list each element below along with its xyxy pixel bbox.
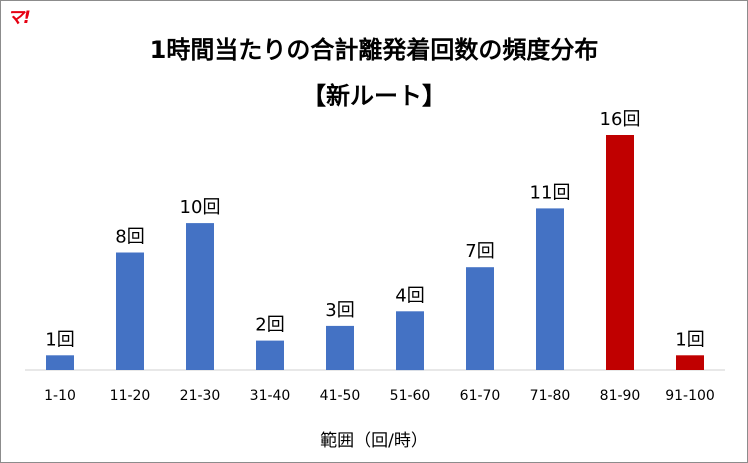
bar-51-60 <box>396 311 424 371</box>
data-label-91-100: 1回 <box>675 329 704 350</box>
data-label-51-60: 4回 <box>395 285 424 306</box>
x-tick-label-91-100: 91-100 <box>665 388 715 404</box>
bar-31-40 <box>256 340 284 370</box>
x-tick-label-21-30: 21-30 <box>180 388 221 404</box>
x-tick-label-41-50: 41-50 <box>320 388 361 404</box>
x-tick-label-11-20: 11-20 <box>110 388 151 404</box>
data-label-61-70: 7回 <box>465 241 494 262</box>
bar-81-90 <box>606 135 634 370</box>
data-label-21-30: 10回 <box>180 197 221 218</box>
data-label-41-50: 3回 <box>325 300 354 321</box>
x-tick-label-51-60: 51-60 <box>390 388 431 404</box>
bar-91-100 <box>676 355 704 370</box>
bar-61-70 <box>466 267 494 370</box>
chart-subtitle: 【新ルート】 <box>302 82 446 110</box>
chart-title: 1時間当たりの合計離発着回数の頻度分布 <box>149 36 599 64</box>
bar-11-20 <box>116 252 144 370</box>
x-tick-label-1-10: 1-10 <box>44 388 76 404</box>
data-label-1-10: 1回 <box>45 329 74 350</box>
x-axis-label: 範囲（回/時） <box>320 431 428 451</box>
bar-21-30 <box>186 223 214 370</box>
bar-71-80 <box>536 208 564 370</box>
x-tick-label-71-80: 71-80 <box>530 388 571 404</box>
data-label-81-90: 16回 <box>600 109 641 130</box>
bar-41-50 <box>326 325 354 370</box>
x-tick-label-81-90: 81-90 <box>600 388 641 404</box>
brand-logo: マ! <box>7 8 31 28</box>
bar-1-10 <box>46 355 74 370</box>
data-label-31-40: 2回 <box>255 315 284 336</box>
x-tick-label-61-70: 61-70 <box>460 388 501 404</box>
data-label-71-80: 11回 <box>530 182 571 203</box>
data-label-11-20: 8回 <box>115 227 144 248</box>
x-tick-label-31-40: 31-40 <box>250 388 291 404</box>
